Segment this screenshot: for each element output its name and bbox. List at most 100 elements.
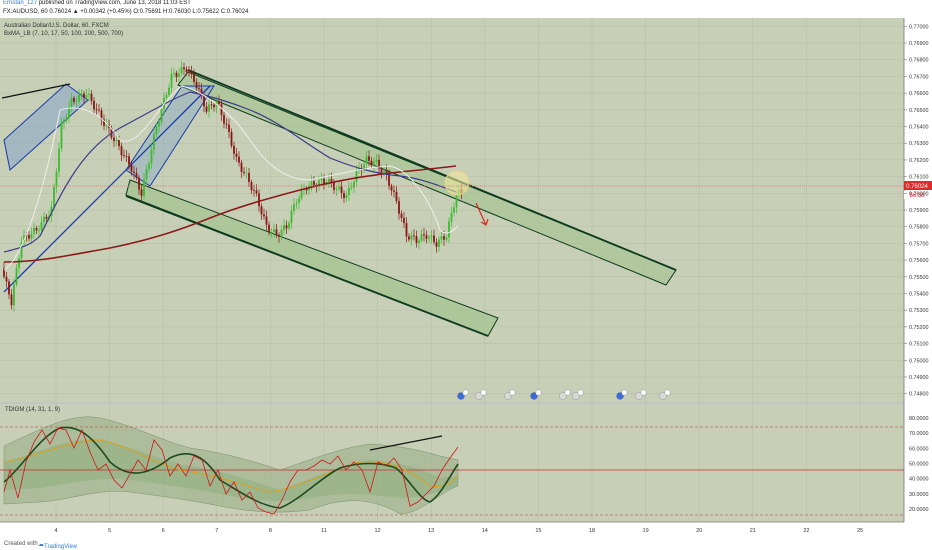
tdi-green-line [3,426,459,509]
time-tick-label: 8 [269,528,272,534]
candle-body [235,153,238,157]
time-tick-label: 22 [803,528,809,534]
event-flag-icon[interactable] [572,392,580,400]
price-tick-label: 0.75300 [909,308,929,314]
candle-body [423,234,425,236]
economic-event-icons[interactable] [457,389,671,400]
price-tick-label: 0.75800 [909,225,929,231]
candle-body [248,172,250,182]
candle-body [368,156,370,161]
last-price-label: 0.76024 [906,184,928,190]
candle-body [220,104,223,115]
candle-body [138,177,140,190]
price-tick-label: 0.76600 [909,91,929,97]
candle-body [283,225,285,231]
price-tick-label: 0.76800 [909,58,929,64]
candle-body [63,120,65,123]
candle-body [5,276,8,282]
tradingview-brand: TradingView [44,544,78,550]
channel-top-line [187,69,677,271]
price-tick-label: 0.76700 [909,74,929,80]
author-link[interactable]: Ernstan_127 [3,0,38,6]
time-tick-label: 19 [643,528,649,534]
price-tick-label: 0.76400 [909,125,929,131]
candle-body [8,281,10,295]
candle-body [415,236,418,243]
candle-body [73,98,75,102]
event-flag-icon[interactable] [475,392,483,400]
candle-body [453,207,455,213]
price-axis-ticks: 0.77000 0.76900 0.76800 0.76700 0.76600 0.765… [904,24,929,398]
candle-body [223,114,225,124]
candle-body [15,268,18,285]
candle-body [90,93,93,101]
candle-body [25,235,28,237]
candle-body [85,94,88,98]
tdi-bands [3,416,459,515]
candle-body [445,237,448,240]
time-tick-label: 21 [750,528,756,534]
ascending-channel-2 [125,85,215,187]
chart-legend: Australian Dollar/U.S. Dollar, 60, FXCM … [4,22,123,38]
price-tick-label: 0.75100 [909,342,929,348]
event-badge-icon[interactable] [640,389,647,396]
candle-body [193,72,195,83]
time-tick-label: 4 [54,528,57,534]
osc-tick-label: 70.0000 [909,431,929,437]
candle-body [435,242,438,247]
candle-body [23,235,25,243]
event-badge-icon[interactable] [621,389,628,396]
candle-body [188,71,190,73]
candle-body [430,235,433,238]
candle-body [310,181,313,186]
candle-body [100,110,103,120]
event-badge-icon[interactable] [462,389,469,396]
candle-body [75,101,78,103]
event-badge-icon[interactable] [509,389,516,396]
price-tick-label: 0.75000 [909,358,929,364]
indicator-title: BxMA_LB (7, 10, 17, 50, 100, 200, 500, 7… [4,31,124,37]
event-flag-icon[interactable] [530,392,538,400]
candle-body [185,69,188,72]
candle-body [288,223,290,229]
candle-body [393,190,395,192]
candle-body [88,93,90,95]
tdi-yellow [3,439,459,493]
time-tick-label: 25 [857,528,863,534]
event-badge-icon[interactable] [577,389,584,396]
event-flag-icon[interactable] [616,392,624,400]
osc-tick-label: 30.0000 [909,492,929,498]
oscillator-axis-ticks: 80.0000 70.0000 60.0000 50.0000 40.0000 30.00… [909,416,929,513]
event-flag-icon[interactable] [559,392,567,400]
candle-body [408,236,410,240]
candle-body [238,156,240,163]
candle-body [343,193,345,199]
candle-body [130,164,133,172]
tradingview-logo[interactable]: ☁ TradingView [38,542,78,550]
price-tick-label: 0.76000 [909,191,929,197]
candle-body [403,217,405,224]
event-flag-icon[interactable] [504,392,512,400]
ascending-channel [3,83,89,171]
event-badge-icon[interactable] [664,389,671,396]
candle-body [413,235,415,237]
candle-body [375,159,378,162]
event-badge-icon[interactable] [535,389,542,396]
candle-body [80,93,83,95]
channel-bottom-line [125,195,489,337]
candle-body [328,178,330,183]
candle-body [258,193,260,207]
countdown-label: 56:38 [909,193,925,199]
candle-body [103,119,105,126]
event-flag-icon[interactable] [457,392,465,400]
event-flag-icon[interactable] [659,392,667,400]
time-tick-label: 20 [696,528,702,534]
event-flag-icon[interactable] [635,392,643,400]
candle-body [265,216,268,225]
event-badge-icon[interactable] [480,389,487,396]
price-tick-label: 0.75500 [909,275,929,281]
event-badge-icon[interactable] [564,389,571,396]
candle-body [230,131,233,146]
candle-body [380,168,383,173]
